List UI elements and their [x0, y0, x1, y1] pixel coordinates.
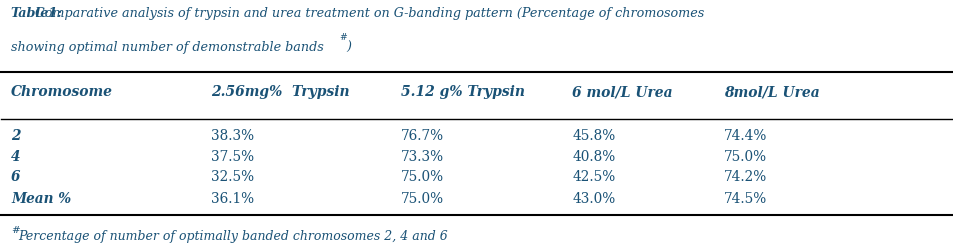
Text: 6 mol/L Urea: 6 mol/L Urea: [572, 85, 672, 99]
Text: 38.3%: 38.3%: [211, 129, 253, 143]
Text: 37.5%: 37.5%: [211, 150, 253, 163]
Text: 4: 4: [10, 150, 20, 163]
Text: 8mol/L Urea: 8mol/L Urea: [723, 85, 820, 99]
Text: 45.8%: 45.8%: [572, 129, 615, 143]
Text: Percentage of number of optimally banded chromosomes 2, 4 and 6: Percentage of number of optimally banded…: [18, 230, 448, 243]
Text: 75.0%: 75.0%: [723, 150, 766, 163]
Text: 74.4%: 74.4%: [723, 129, 767, 143]
Text: #: #: [10, 226, 20, 235]
Text: Table1:: Table1:: [10, 7, 63, 20]
Text: 2.56mg%  Trypsin: 2.56mg% Trypsin: [211, 85, 349, 99]
Text: ): ): [346, 41, 352, 54]
Text: 42.5%: 42.5%: [572, 170, 615, 184]
Text: Chromosome: Chromosome: [10, 85, 112, 99]
Text: 5.12 g% Trypsin: 5.12 g% Trypsin: [400, 85, 524, 99]
Text: Mean %: Mean %: [10, 192, 71, 206]
Text: 2: 2: [10, 129, 20, 143]
Text: showing optimal number of demonstrable bands: showing optimal number of demonstrable b…: [10, 41, 323, 54]
Text: 74.5%: 74.5%: [723, 192, 767, 206]
Text: 73.3%: 73.3%: [400, 150, 443, 163]
Text: #: #: [338, 32, 347, 41]
Text: 36.1%: 36.1%: [211, 192, 253, 206]
Text: 43.0%: 43.0%: [572, 192, 615, 206]
Text: 74.2%: 74.2%: [723, 170, 767, 184]
Text: 75.0%: 75.0%: [400, 192, 443, 206]
Text: 75.0%: 75.0%: [400, 170, 443, 184]
Text: 40.8%: 40.8%: [572, 150, 615, 163]
Text: 32.5%: 32.5%: [211, 170, 253, 184]
Text: Comparative analysis of trypsin and urea treatment on G-banding pattern (Percent: Comparative analysis of trypsin and urea…: [10, 7, 703, 20]
Text: 6: 6: [10, 170, 20, 184]
Text: 76.7%: 76.7%: [400, 129, 443, 143]
